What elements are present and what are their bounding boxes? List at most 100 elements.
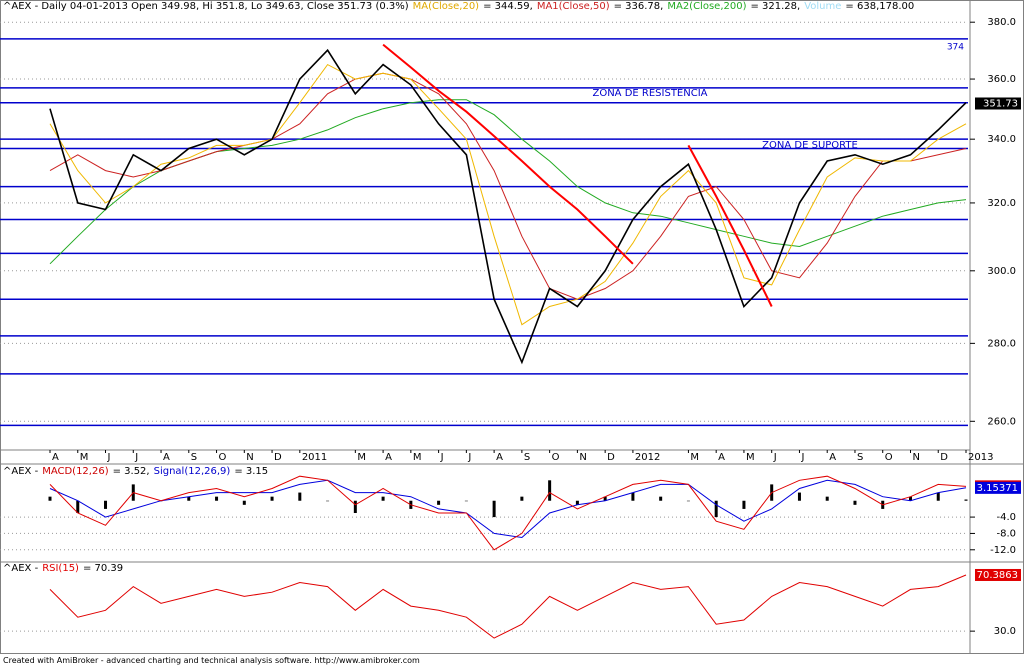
x-tick-label: M <box>357 452 366 463</box>
series-line <box>49 72 967 300</box>
x-tick-label: A <box>718 452 725 463</box>
x-tick-label: A <box>496 452 503 463</box>
x-tick-label: D <box>940 452 948 463</box>
x-tick-label: M <box>80 452 89 463</box>
header-text: = 3.52, <box>112 466 150 477</box>
y-tick-label: 300.0 <box>987 266 1016 277</box>
x-tick-label: J <box>773 452 777 463</box>
x-tick-label: J <box>107 452 111 463</box>
header-text: RSI(15) <box>42 563 79 574</box>
histogram-bar <box>326 500 330 502</box>
y-tick-label: 360.0 <box>987 74 1016 85</box>
histogram-bar <box>298 492 302 501</box>
histogram-bar <box>631 492 635 501</box>
y-tick-label: 30.0 <box>994 626 1016 637</box>
x-tick-label: J <box>800 452 804 463</box>
header-text: = 70.39 <box>82 563 124 574</box>
histogram-bar <box>76 500 80 513</box>
series-line <box>49 475 967 551</box>
x-tick-label: D <box>607 452 615 463</box>
trend-line <box>382 43 634 265</box>
y-tick-label: -4.0 <box>996 512 1016 523</box>
x-tick-label: A <box>163 452 170 463</box>
header-text: = 336.78, <box>613 1 664 12</box>
x-tick-label: M <box>413 452 422 463</box>
x-tick-label: S <box>191 452 197 463</box>
x-tick-label: 2012 <box>635 452 660 463</box>
histogram-bar <box>936 492 940 501</box>
y-tick-label: 340.0 <box>987 134 1016 145</box>
frame <box>0 0 1024 654</box>
price-header: ^AEX - Daily 04-01-2013 Open 349.98, Hi … <box>3 1 915 12</box>
histogram-bar <box>270 496 274 501</box>
header-text: Signal(12,26,9) <box>153 466 231 477</box>
value-tag-label: 351.73 <box>983 98 1018 109</box>
histogram-bar <box>48 496 52 501</box>
x-tick-label: S <box>524 452 530 463</box>
value-tag <box>975 568 1021 581</box>
histogram-bar <box>742 500 746 509</box>
x-tick-label: N <box>912 452 919 463</box>
x-tick-label: M <box>746 452 755 463</box>
header-text: = 638,178.00 <box>845 1 915 12</box>
header-text: = 344.59, <box>483 1 533 12</box>
macd-header: ^AEX - MACD(12,26) = 3.52, Signal(12,26,9) =… <box>3 466 269 477</box>
histogram-bar <box>437 500 441 505</box>
x-tick-label: N <box>579 452 586 463</box>
x-tick-label: A <box>829 452 836 463</box>
x-tick-label: D <box>274 452 282 463</box>
rsi-header: ^AEX - RSI(15) = 70.39 <box>3 563 124 574</box>
series-line <box>49 63 967 326</box>
histogram-bar <box>242 500 246 505</box>
y-tick-label: -8.0 <box>996 528 1016 539</box>
histogram-bar <box>825 496 829 501</box>
x-tick-label: S <box>857 452 863 463</box>
header-text: MACD(12,26) <box>42 466 109 477</box>
value-tag <box>975 481 1021 494</box>
footer: Created with AmiBroker - advanced charti… <box>3 656 420 665</box>
histogram-bar <box>187 496 191 501</box>
x-tick-label: J <box>440 452 444 463</box>
x-tick-label: 2011 <box>302 452 327 463</box>
x-tick-label: M <box>690 452 699 463</box>
histogram-bar <box>381 496 385 501</box>
y-tick-label: -12.0 <box>990 545 1016 556</box>
histogram-bar <box>492 500 496 518</box>
histogram-bar <box>575 500 579 505</box>
x-tick-label: O <box>219 452 227 463</box>
histogram-bar <box>853 500 857 505</box>
x-tick-label: J <box>467 452 471 463</box>
series-line <box>49 574 967 639</box>
line-label: 374 <box>947 42 964 52</box>
header-text: = 3.15 <box>234 466 269 477</box>
histogram-bar <box>548 480 552 501</box>
histogram-bar <box>603 496 607 501</box>
histogram-bar <box>797 492 801 501</box>
header-text: ^AEX - Daily 04-01-2013 Open 349.98, Hi … <box>3 1 409 12</box>
y-tick-label: 260.0 <box>987 416 1016 427</box>
annotation: ZONA DE SUPORTE <box>762 140 858 151</box>
x-tick-label: O <box>552 452 560 463</box>
header-text: Volume <box>804 1 842 12</box>
series-line <box>49 99 967 265</box>
x-tick-label: A <box>52 452 59 463</box>
histogram-bar <box>714 500 718 518</box>
value-tag-label: 3.15371 <box>977 483 1018 494</box>
header-text: MA1(Close,50) <box>536 1 610 12</box>
histogram-bar <box>104 500 108 509</box>
x-tick-label: J <box>134 452 138 463</box>
series-line <box>49 48 967 365</box>
trend-line <box>687 144 773 307</box>
header-text: MA2(Close,200) <box>667 1 747 12</box>
value-tag <box>975 97 1021 110</box>
histogram-bar <box>964 499 968 501</box>
histogram-bar <box>659 496 663 501</box>
value-tag-label: 70.3863 <box>977 570 1018 581</box>
histogram-bar <box>908 496 912 501</box>
y-tick-label: 280.0 <box>987 338 1016 349</box>
header-text: = 321.28, <box>750 1 801 12</box>
series-line <box>49 479 967 539</box>
histogram-bar <box>353 500 357 513</box>
header-text: ^AEX - <box>3 563 39 574</box>
